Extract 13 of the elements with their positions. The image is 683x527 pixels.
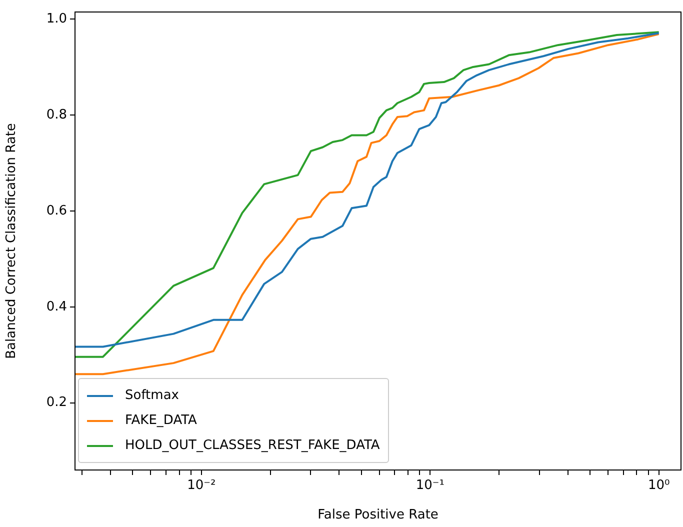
- y-tick-label: 0.4: [46, 299, 67, 314]
- x-tick-label: 10⁻¹: [416, 478, 444, 494]
- y-axis-title: Balanced Correct Classification Rate: [4, 123, 20, 359]
- y-tick-label: 0.8: [46, 107, 67, 122]
- legend-label: Softmax: [125, 388, 179, 403]
- x-tick-label: 10⁰: [648, 478, 670, 494]
- legend-label: HOLD_OUT_CLASSES_REST_FAKE_DATA: [125, 438, 380, 453]
- x-tick-label: 10⁻²: [187, 478, 216, 494]
- y-tick-label: 1.0: [46, 12, 67, 27]
- y-tick-label: 0.6: [46, 203, 67, 218]
- legend-label: FAKE_DATA: [125, 413, 197, 428]
- y-tick-label: 0.2: [46, 395, 67, 410]
- x-axis-title: False Positive Rate: [318, 508, 438, 523]
